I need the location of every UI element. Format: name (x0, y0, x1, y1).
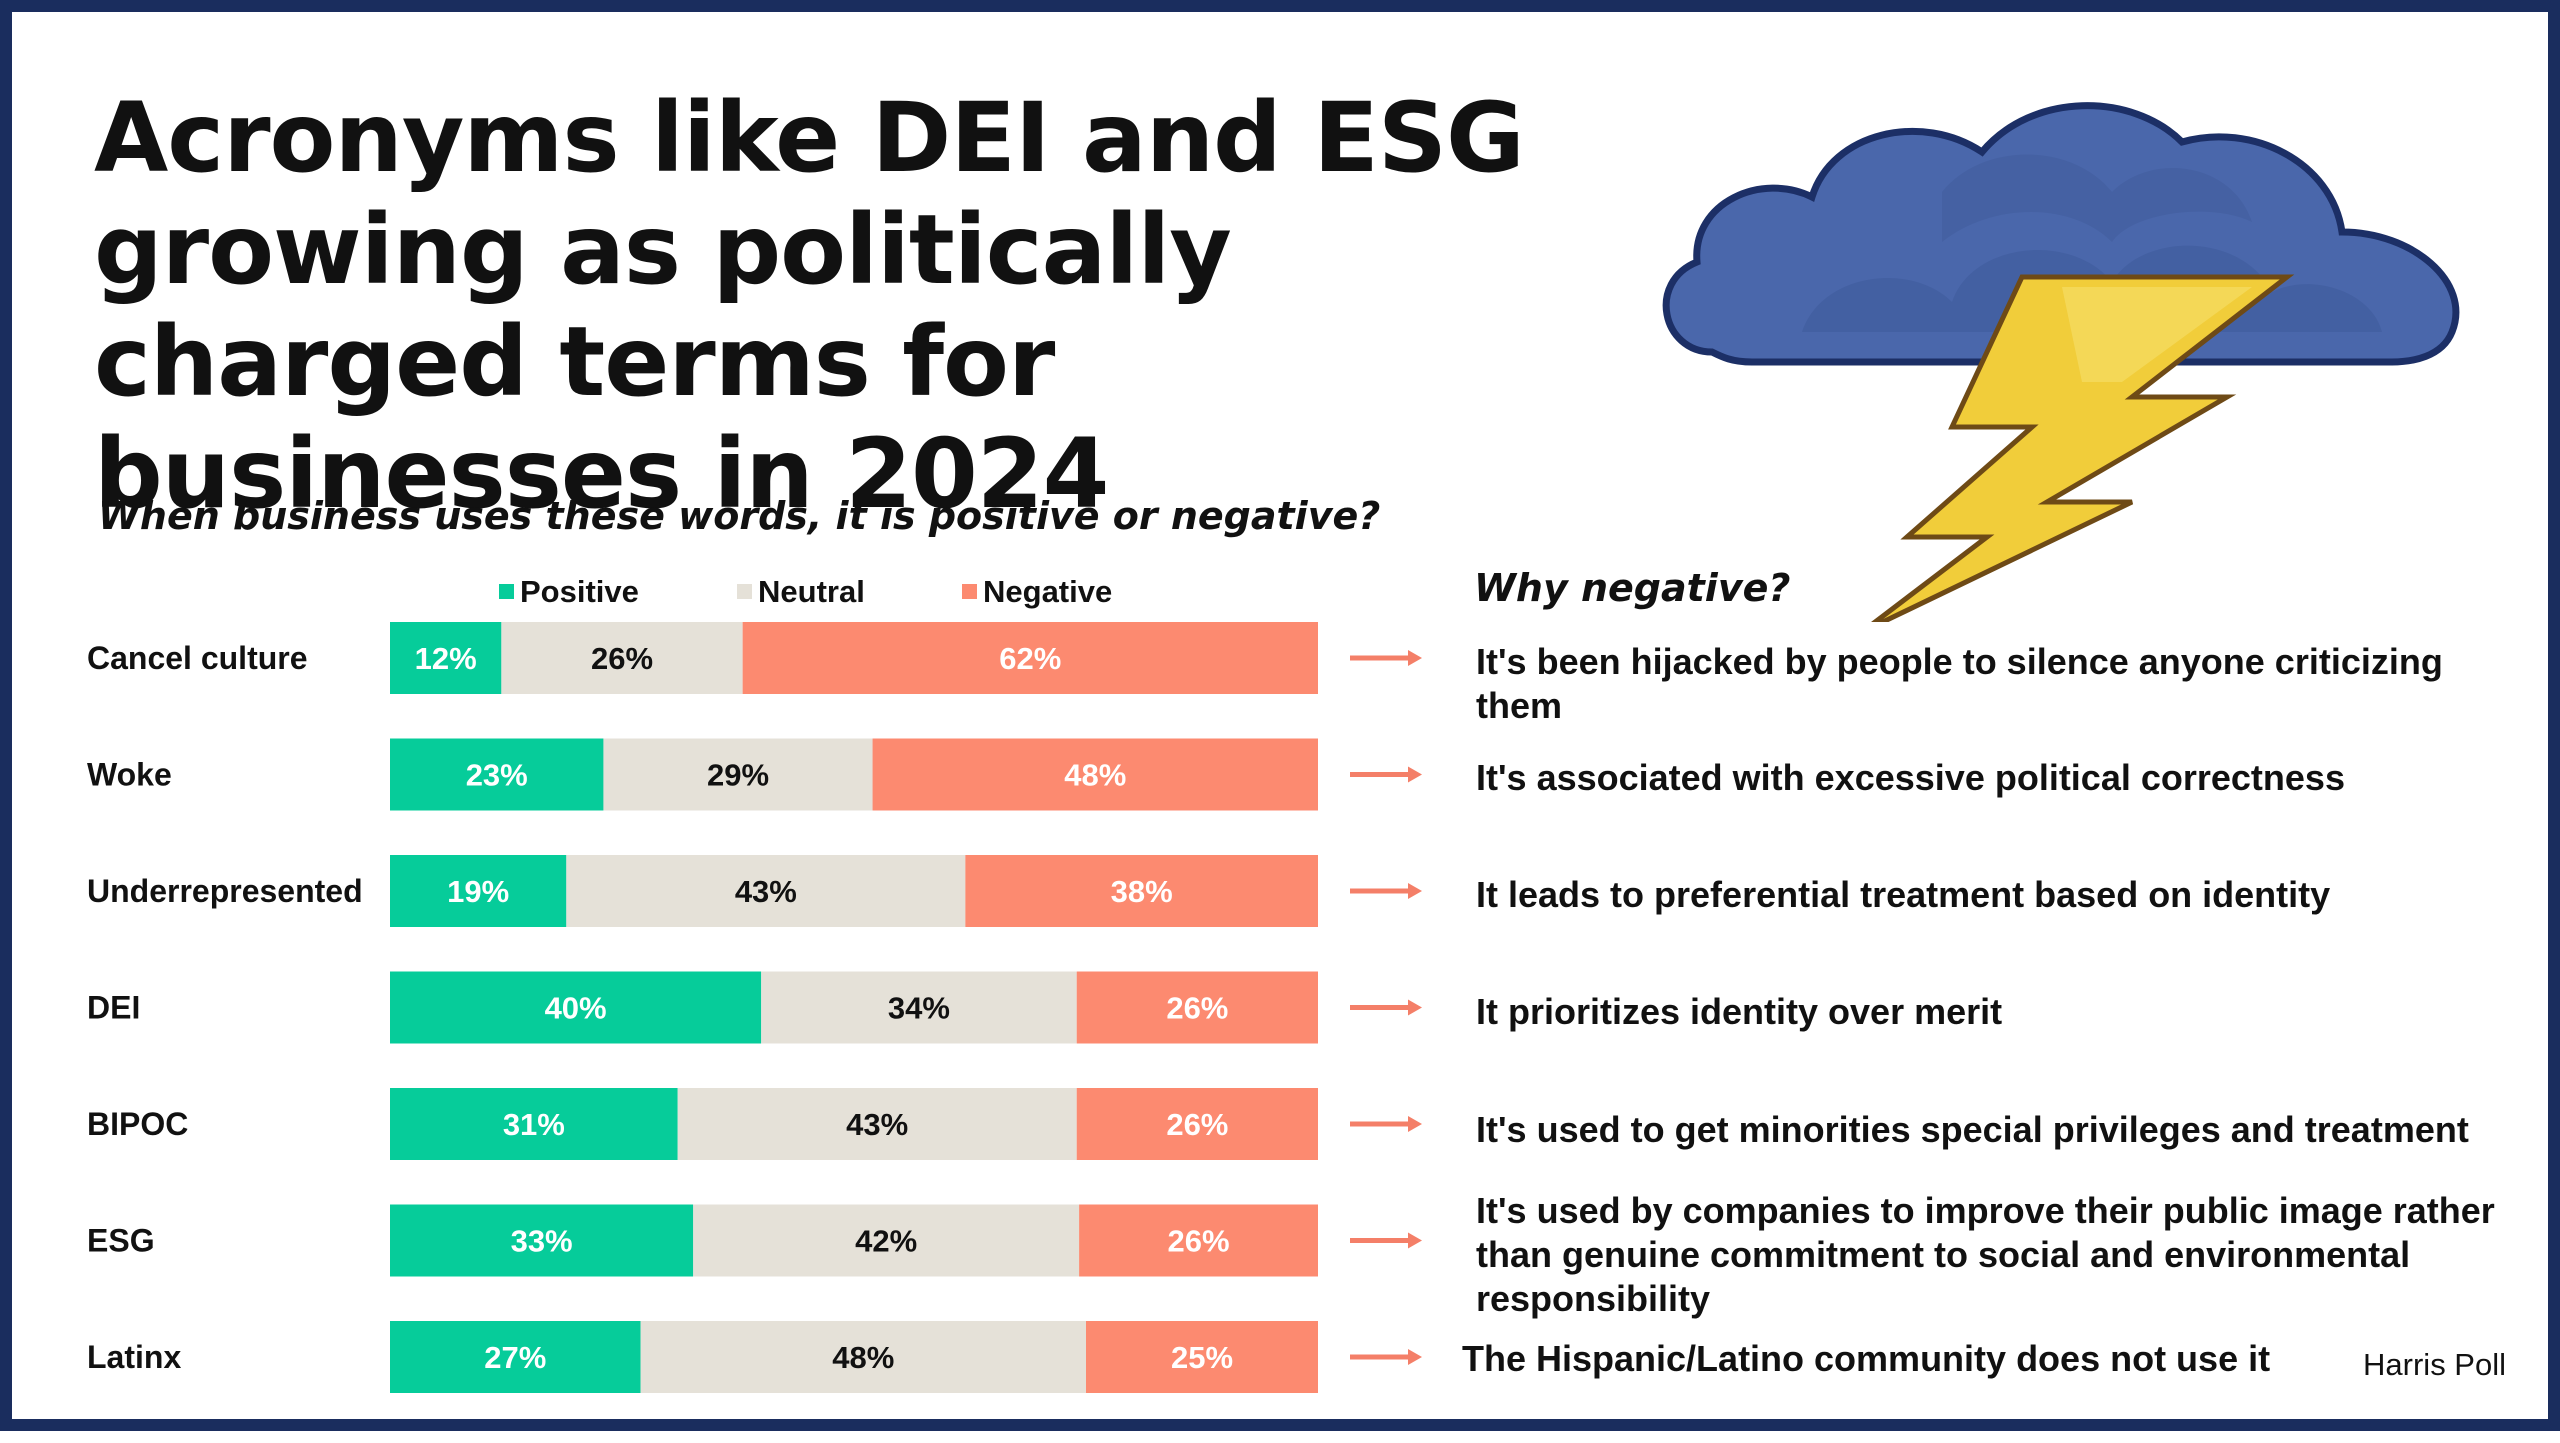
data-label-positive-underrepresented: 19% (447, 874, 509, 909)
arrow-icon (1350, 766, 1422, 783)
arrow-icon (1350, 1349, 1422, 1365)
reason-esg: It's used by companies to improve their … (1476, 1190, 2495, 1319)
bar-neutral-underrepresented (566, 855, 966, 927)
bar-neutral-bipoc (677, 1088, 1077, 1160)
bar-positive-cancel-culture (390, 622, 502, 694)
data-label-neutral-woke: 29% (707, 758, 769, 793)
data-label-neutral-cancel-culture: 26% (591, 641, 653, 676)
bar-negative-underrepresented (965, 855, 1318, 927)
reason-latinx: The Hispanic/Latino community does not u… (1462, 1338, 2271, 1379)
category-label-cancel-culture: Cancel culture (87, 640, 308, 676)
reason-dei: It prioritizes identity over merit (1476, 991, 2003, 1032)
data-label-negative-bipoc: 26% (1166, 1107, 1228, 1142)
bar-negative-cancel-culture (742, 622, 1318, 694)
data-label-positive-esg: 33% (511, 1224, 573, 1259)
bar-neutral-cancel-culture (501, 622, 743, 694)
legend-positive-label: Positive (520, 574, 639, 609)
storm-cloud-lightning-icon (1662, 102, 2460, 622)
bar-negative-esg (1079, 1204, 1318, 1277)
data-label-positive-woke: 23% (466, 758, 528, 793)
data-label-positive-latinx: 27% (484, 1340, 546, 1375)
bar-neutral-dei (761, 971, 1077, 1044)
arrow-icon (1350, 1232, 1422, 1249)
legend-positive-swatch (499, 584, 514, 599)
reason-underrepresented: It leads to preferential treatment based… (1476, 874, 2331, 915)
bar-positive-woke (390, 738, 604, 811)
data-label-negative-esg: 26% (1168, 1224, 1230, 1259)
source-label: Harris Poll (2363, 1347, 2506, 1382)
category-label-underrepresented: Underrepresented (87, 873, 363, 909)
bar-neutral-woke (603, 738, 873, 811)
bar-negative-woke (872, 738, 1318, 811)
reason-woke: It's associated with excessive political… (1476, 757, 2345, 798)
arrow-icon (1350, 1116, 1422, 1132)
data-label-negative-cancel-culture: 62% (999, 641, 1061, 676)
chart-subtitle: When business uses these words, it is po… (98, 494, 1381, 538)
bar-positive-dei (390, 971, 762, 1044)
category-label-bipoc: BIPOC (87, 1106, 188, 1142)
data-label-neutral-latinx: 48% (832, 1340, 894, 1375)
data-label-positive-cancel-culture: 12% (415, 641, 477, 676)
legend-neutral: Neutral (737, 574, 865, 614)
arrow-icon (1350, 883, 1422, 899)
data-label-negative-underrepresented: 38% (1111, 874, 1173, 909)
bar-positive-bipoc (390, 1088, 678, 1160)
data-label-neutral-bipoc: 43% (846, 1107, 908, 1142)
bar-positive-underrepresented (390, 855, 567, 927)
legend-negative: Negative (962, 574, 1112, 614)
legend-negative-swatch (962, 584, 977, 599)
bar-neutral-esg (693, 1204, 1080, 1277)
data-label-negative-dei: 26% (1166, 991, 1228, 1026)
category-label-woke: Woke (87, 757, 172, 793)
category-label-latinx: Latinx (87, 1339, 181, 1375)
lightning-bolt-icon (1871, 274, 2295, 622)
data-label-positive-dei: 40% (545, 991, 607, 1026)
legend-neutral-swatch (737, 584, 752, 599)
data-label-neutral-esg: 42% (855, 1224, 917, 1259)
legend-negative-label: Negative (983, 574, 1113, 609)
why-negative-heading: Why negative? (1474, 566, 1791, 610)
page-title: Acronyms like DEI and ESG growing as pol… (94, 82, 1525, 530)
data-label-neutral-dei: 34% (888, 991, 950, 1026)
bar-negative-dei (1076, 971, 1318, 1044)
bar-positive-latinx (390, 1321, 641, 1393)
arrow-icon (1350, 999, 1422, 1016)
bar-negative-latinx (1086, 1321, 1318, 1393)
data-label-negative-latinx: 25% (1171, 1340, 1233, 1375)
data-label-neutral-underrepresented: 43% (735, 874, 797, 909)
category-label-dei: DEI (87, 990, 140, 1026)
bar-neutral-latinx (640, 1321, 1086, 1393)
category-label-esg: ESG (87, 1223, 155, 1259)
legend-neutral-label: Neutral (758, 574, 865, 609)
reason-bipoc: It's used to get minorities special priv… (1476, 1109, 2469, 1150)
data-label-positive-bipoc: 31% (503, 1107, 565, 1142)
arrow-icon (1350, 650, 1422, 666)
reason-cancel-culture: It's been hijacked by people to silence … (1476, 641, 2443, 726)
legend-positive: Positive (499, 574, 639, 614)
data-label-negative-woke: 48% (1064, 758, 1126, 793)
bar-positive-esg (390, 1204, 694, 1277)
stacked-bar-chart: Cancel culture 12% 26% 62% Woke 23% 29% 48% Unde… (87, 622, 1422, 1393)
bar-negative-bipoc (1076, 1088, 1318, 1160)
